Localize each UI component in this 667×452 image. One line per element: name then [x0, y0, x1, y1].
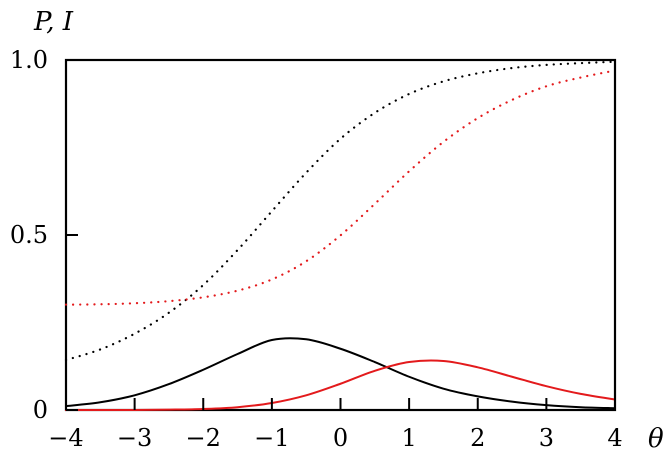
y-tick-label: 0.5 — [10, 221, 48, 249]
x-tick-label: −4 — [48, 424, 83, 452]
x-tick-label: 2 — [470, 424, 485, 452]
probability-curve-black — [64, 60, 617, 362]
x-axis-ticks: −4 −3 −2 −1 0 1 2 3 4 — [48, 398, 623, 452]
probability-curve-red — [64, 69, 617, 306]
series-group — [64, 60, 617, 412]
y-axis-title: P, I — [33, 7, 74, 37]
x-tick-label: 4 — [607, 424, 622, 452]
x-tick-label: −1 — [254, 424, 289, 452]
x-tick-label: 0 — [333, 424, 348, 452]
information-curve-red — [65, 359, 616, 412]
y-tick-label: 0 — [33, 396, 48, 424]
x-tick-label: 3 — [539, 424, 554, 452]
x-tick-label: 1 — [401, 424, 416, 452]
x-axis-title: θ — [648, 424, 664, 452]
x-tick-label: −2 — [186, 424, 221, 452]
y-tick-label: 1.0 — [10, 46, 48, 74]
information-curve-black — [65, 337, 616, 410]
x-tick-label: −3 — [117, 424, 152, 452]
y-axis-ticks: 0 0.5 1.0 — [10, 46, 78, 424]
